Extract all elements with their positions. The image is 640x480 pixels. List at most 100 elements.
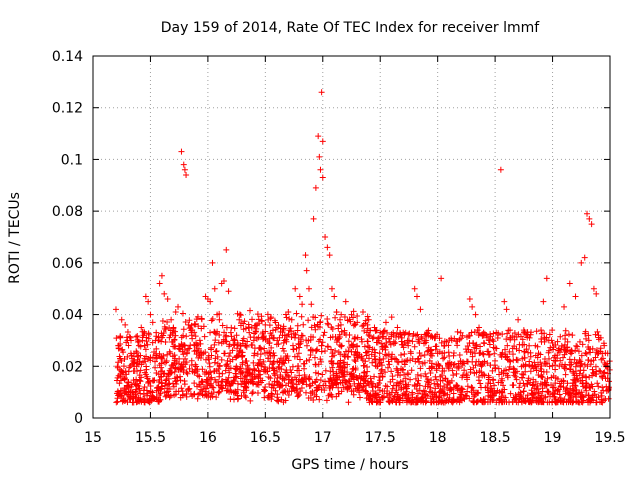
data-point: [446, 359, 453, 366]
data-point: [368, 379, 375, 386]
data-point: [242, 384, 249, 391]
dense-point-cloud: [113, 307, 613, 406]
data-point: [317, 318, 324, 325]
data-point: [279, 375, 286, 382]
data-point: [270, 382, 277, 389]
data-point: [147, 382, 154, 389]
data-point: [489, 367, 496, 374]
data-point: [589, 366, 596, 373]
data-point: [498, 399, 505, 406]
data-point: [602, 350, 609, 357]
data-point: [483, 332, 490, 339]
data-point: [541, 334, 548, 341]
data-point: [279, 345, 286, 352]
data-point: [115, 345, 122, 352]
data-point: [233, 352, 240, 359]
data-point: [568, 347, 575, 354]
data-point: [121, 375, 128, 382]
data-point: [337, 379, 344, 386]
data-point: [143, 334, 150, 341]
data-point: [316, 396, 323, 403]
data-point: [287, 328, 294, 335]
data-point: [225, 288, 232, 295]
data-point: [385, 358, 392, 365]
data-point: [558, 346, 565, 353]
data-point: [145, 298, 152, 305]
data-point: [296, 356, 303, 363]
data-point: [585, 357, 592, 364]
data-point: [204, 376, 211, 383]
data-point: [296, 391, 303, 398]
data-point: [216, 363, 223, 370]
data-point: [354, 312, 361, 319]
data-point: [333, 339, 340, 346]
data-point: [431, 380, 438, 387]
data-point: [237, 370, 244, 377]
data-point: [187, 327, 194, 334]
data-point: [576, 389, 583, 396]
data-point: [351, 334, 358, 341]
data-point: [163, 358, 170, 365]
data-point: [454, 328, 461, 335]
data-point: [513, 399, 520, 406]
data-point: [440, 392, 447, 399]
data-point: [564, 338, 571, 345]
data-point: [273, 341, 280, 348]
data-point: [162, 393, 169, 400]
data-point: [349, 366, 356, 373]
data-point: [505, 327, 512, 334]
data-point: [445, 398, 452, 405]
data-point: [552, 380, 559, 387]
data-point: [257, 351, 264, 358]
data-point: [322, 234, 329, 240]
data-point: [377, 377, 384, 384]
data-point: [251, 345, 258, 352]
data-point: [248, 342, 255, 349]
data-point: [159, 334, 166, 341]
data-point: [362, 358, 369, 365]
data-point: [302, 252, 309, 259]
data-point: [155, 379, 162, 386]
data-point: [169, 329, 176, 336]
data-point: [412, 358, 419, 365]
data-point: [338, 388, 345, 395]
data-point: [592, 354, 599, 361]
data-point: [115, 359, 122, 366]
data-point: [552, 358, 559, 365]
data-point: [556, 363, 563, 370]
data-point: [504, 353, 511, 360]
data-point: [321, 347, 328, 354]
data-point: [310, 215, 317, 222]
data-point: [418, 397, 425, 404]
data-point: [411, 343, 418, 350]
data-point: [255, 367, 262, 374]
data-point: [598, 356, 605, 363]
data-point: [366, 355, 373, 362]
data-point: [485, 374, 492, 381]
data-point: [224, 357, 231, 364]
data-point: [562, 390, 569, 397]
data-point: [206, 363, 213, 370]
data-point: [587, 361, 594, 368]
data-point: [175, 388, 182, 395]
data-point: [441, 342, 448, 349]
data-point: [515, 331, 522, 338]
data-point: [589, 345, 596, 352]
data-point: [367, 375, 374, 382]
data-point: [128, 383, 135, 390]
data-point: [352, 321, 359, 328]
data-point: [466, 296, 473, 303]
data-point: [501, 386, 508, 393]
data-point: [181, 377, 188, 384]
data-point: [257, 356, 264, 363]
chart-title: Day 159 of 2014, Rate Of TEC Index for r…: [161, 20, 541, 36]
data-point: [528, 399, 535, 406]
data-point: [185, 387, 192, 394]
data-point: [342, 298, 349, 305]
data-point: [601, 369, 608, 376]
data-point: [338, 369, 345, 376]
data-point: [382, 343, 389, 350]
data-point: [276, 358, 283, 365]
data-point: [511, 372, 518, 379]
data-point: [579, 379, 586, 386]
